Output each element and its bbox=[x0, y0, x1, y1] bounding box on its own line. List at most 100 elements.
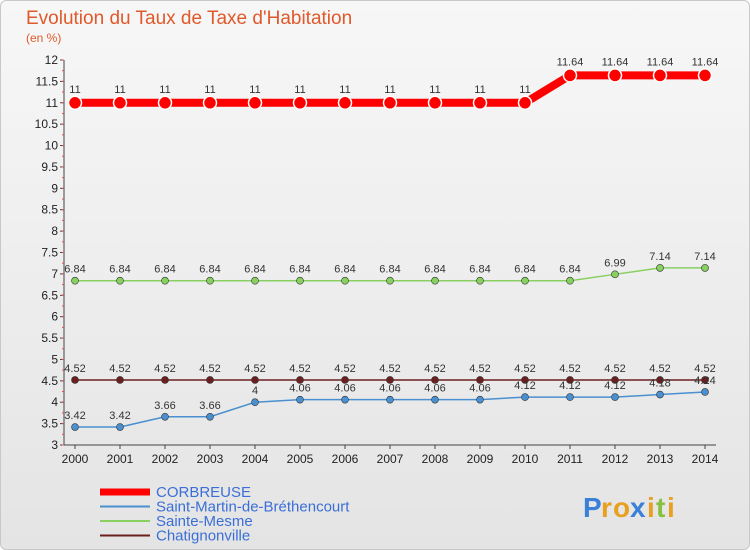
y-tick-label: 9 bbox=[51, 181, 58, 195]
data-label: 4.18 bbox=[649, 378, 670, 390]
data-point bbox=[517, 95, 533, 111]
data-point bbox=[206, 376, 214, 384]
data-label: 4.52 bbox=[334, 363, 355, 375]
data-point bbox=[386, 376, 394, 384]
x-tick-label: 2005 bbox=[287, 452, 314, 466]
y-tick-label: 10 bbox=[45, 139, 59, 153]
data-point bbox=[697, 68, 713, 83]
data-label: 3.66 bbox=[154, 400, 175, 412]
data-label: 3.42 bbox=[64, 410, 85, 422]
data-label: 11.64 bbox=[602, 56, 629, 68]
data-point bbox=[116, 276, 124, 285]
y-tick-label: 12 bbox=[45, 53, 59, 67]
data-label: 11.64 bbox=[557, 56, 584, 68]
data-label: 4.52 bbox=[289, 363, 310, 375]
logo-letter: r bbox=[601, 492, 612, 523]
data-label: 4.06 bbox=[334, 383, 355, 395]
data-label: 11 bbox=[69, 84, 80, 96]
data-label: 4.52 bbox=[604, 363, 625, 375]
x-tick-label: 2013 bbox=[647, 452, 674, 466]
data-label: 11 bbox=[519, 84, 530, 96]
data-label: 6.99 bbox=[604, 257, 625, 269]
data-point bbox=[296, 276, 304, 285]
logo-letter: x bbox=[630, 492, 646, 523]
data-point bbox=[116, 376, 124, 384]
data-label: 6.84 bbox=[334, 264, 355, 276]
data-label: 6.84 bbox=[469, 264, 490, 276]
y-tick-label: 9.5 bbox=[41, 160, 58, 174]
data-point bbox=[386, 276, 394, 285]
x-tick-label: 2007 bbox=[377, 452, 404, 466]
data-point bbox=[701, 388, 709, 396]
legend-label: CORBREUSE bbox=[156, 484, 251, 501]
data-point bbox=[562, 68, 578, 83]
data-label: 6.84 bbox=[154, 264, 175, 276]
data-label: 4.52 bbox=[64, 363, 85, 375]
data-label: 11 bbox=[204, 84, 215, 96]
data-point bbox=[656, 264, 664, 272]
y-tick-label: 8 bbox=[51, 224, 58, 238]
data-point bbox=[161, 412, 169, 421]
x-tick-label: 2004 bbox=[242, 452, 269, 466]
data-label: 4.52 bbox=[109, 363, 130, 375]
data-label: 6.84 bbox=[514, 264, 535, 276]
data-label: 6.84 bbox=[244, 264, 265, 276]
x-tick-label: 2003 bbox=[197, 452, 224, 466]
data-label: 11.64 bbox=[647, 56, 674, 68]
data-point bbox=[656, 390, 664, 399]
x-tick-label: 2009 bbox=[467, 452, 494, 466]
data-point bbox=[382, 95, 398, 111]
data-point bbox=[161, 376, 169, 384]
data-point bbox=[251, 398, 259, 407]
x-tick-label: 2011 bbox=[557, 452, 583, 466]
data-label: 4.12 bbox=[604, 380, 625, 392]
legend-label: Saint-Martin-de-Bréthencourt bbox=[156, 499, 350, 516]
y-tick-label: 4.5 bbox=[41, 374, 58, 388]
data-point bbox=[611, 270, 619, 279]
data-point bbox=[337, 95, 353, 111]
x-tick-label: 2002 bbox=[152, 452, 179, 466]
x-tick-label: 2001 bbox=[107, 452, 134, 466]
data-label: 4.06 bbox=[379, 383, 400, 395]
data-point bbox=[431, 276, 439, 285]
data-label: 6.84 bbox=[199, 264, 220, 276]
data-label: 4.06 bbox=[289, 383, 310, 395]
data-point bbox=[341, 376, 349, 384]
data-point bbox=[202, 95, 218, 111]
data-label: 4.52 bbox=[244, 363, 265, 375]
x-tick-label: 2000 bbox=[62, 452, 89, 466]
data-point bbox=[247, 95, 263, 111]
data-label: 4.52 bbox=[424, 363, 445, 375]
y-tick-label: 8.5 bbox=[41, 203, 58, 217]
data-point bbox=[341, 276, 349, 285]
data-point bbox=[71, 376, 79, 384]
x-tick-label: 2012 bbox=[602, 452, 629, 466]
data-point bbox=[112, 95, 128, 111]
y-tick-label: 7.5 bbox=[41, 246, 58, 260]
data-point bbox=[701, 376, 709, 384]
data-point bbox=[206, 412, 214, 421]
chart-title: Evolution du Taux de Taxe d'Habitation bbox=[26, 8, 352, 29]
data-label: 11 bbox=[474, 84, 485, 96]
data-point bbox=[296, 376, 304, 384]
data-point bbox=[431, 376, 439, 384]
data-point bbox=[296, 395, 304, 404]
y-tick-label: 5 bbox=[51, 352, 58, 366]
data-label: 4.52 bbox=[154, 363, 175, 375]
data-point bbox=[611, 376, 619, 384]
y-tick-label: 7 bbox=[51, 267, 58, 281]
y-tick-label: 3 bbox=[51, 438, 58, 452]
data-label: 4.12 bbox=[559, 380, 580, 392]
data-label: 7.14 bbox=[649, 251, 670, 263]
data-label: 4.52 bbox=[469, 363, 490, 375]
data-label: 4.52 bbox=[649, 363, 670, 375]
data-label: 11 bbox=[114, 84, 125, 96]
data-point bbox=[476, 395, 484, 404]
data-label: 4.24 bbox=[694, 375, 715, 387]
data-point bbox=[521, 376, 529, 384]
y-axis-unit: (en %) bbox=[26, 31, 61, 45]
data-point bbox=[611, 393, 619, 401]
data-label: 6.84 bbox=[424, 264, 445, 276]
